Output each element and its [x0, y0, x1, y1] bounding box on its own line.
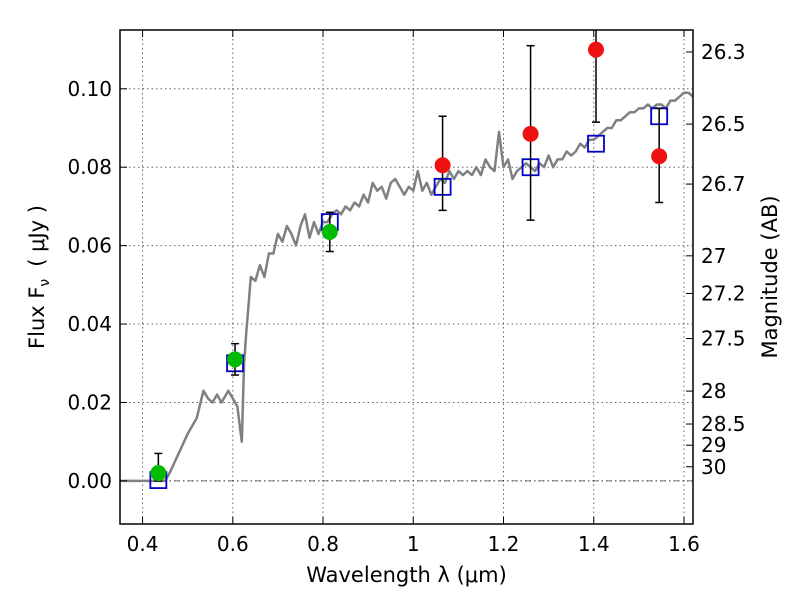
y-tick-label: 0.02: [67, 390, 112, 414]
green-photometry-point: [150, 465, 167, 482]
y-axis-label-unit: ( μJy ): [25, 205, 49, 267]
y-axis-label-subscript: ν: [37, 279, 53, 287]
y-tick-label: 0.06: [67, 234, 112, 258]
y-axis-label: Flux Fν ( μJy ): [25, 205, 53, 349]
y-tick-label: 0.08: [67, 155, 112, 179]
red-photometry-point: [651, 148, 668, 165]
magnitude-tick-label: 26.7: [701, 172, 746, 196]
magnitude-tick-label: 26.5: [701, 112, 746, 136]
magnitude-axis-label: Magnitude (AB): [758, 195, 782, 358]
x-axis-ticks: 0.4 0.6 0.8 1 1.2 1.4 1.6: [127, 30, 700, 556]
magnitude-tick-label: 27: [701, 244, 726, 268]
x-tick-label: 0.4: [127, 532, 159, 556]
y-axis-label-main: Flux F: [25, 287, 49, 349]
x-tick-label: 0.6: [217, 532, 249, 556]
green-photometry-point: [321, 223, 338, 240]
model-spectrum: [120, 91, 694, 483]
magnitude-tick-label: 27.2: [701, 281, 746, 305]
x-axis-label: Wavelength λ (μm): [306, 563, 507, 587]
green-photometry-point: [227, 351, 244, 368]
svg-text:Flux Fν( μJy ): Flux Fν ( μJy ): [25, 205, 53, 349]
y-tick-label: 0.10: [67, 77, 112, 101]
photometry-markers: [149, 30, 669, 489]
x-tick-label: 1.2: [488, 532, 520, 556]
x-tick-label: 0.8: [307, 532, 339, 556]
red-photometry-point: [522, 125, 539, 142]
model-photometry-square: [587, 134, 605, 153]
y-tick-label: 0.04: [67, 312, 112, 336]
plot-frame: [119, 29, 694, 525]
x-tick-label: 1.4: [578, 532, 610, 556]
x-tick-label: 1: [407, 532, 420, 556]
red-photometry-point: [434, 157, 451, 174]
y-tick-label: 0.00: [67, 469, 112, 493]
x-tick-label: 1.6: [668, 532, 700, 556]
grid: [120, 30, 693, 524]
model-spectrum-line: [120, 91, 694, 483]
red-photometry-point: [587, 41, 604, 58]
y-axis-ticks: 0.00 0.02 0.04 0.06 0.08 0.10: [67, 77, 127, 493]
magnitude-tick-label: 27.5: [701, 327, 746, 351]
magnitude-tick-label: 28.5: [701, 412, 746, 436]
magnitude-tick-label: 30: [701, 455, 726, 479]
magnitude-tick-label: 26.3: [701, 40, 746, 64]
magnitude-tick-label: 29: [701, 433, 726, 457]
magnitude-tick-label: 28: [701, 379, 726, 403]
